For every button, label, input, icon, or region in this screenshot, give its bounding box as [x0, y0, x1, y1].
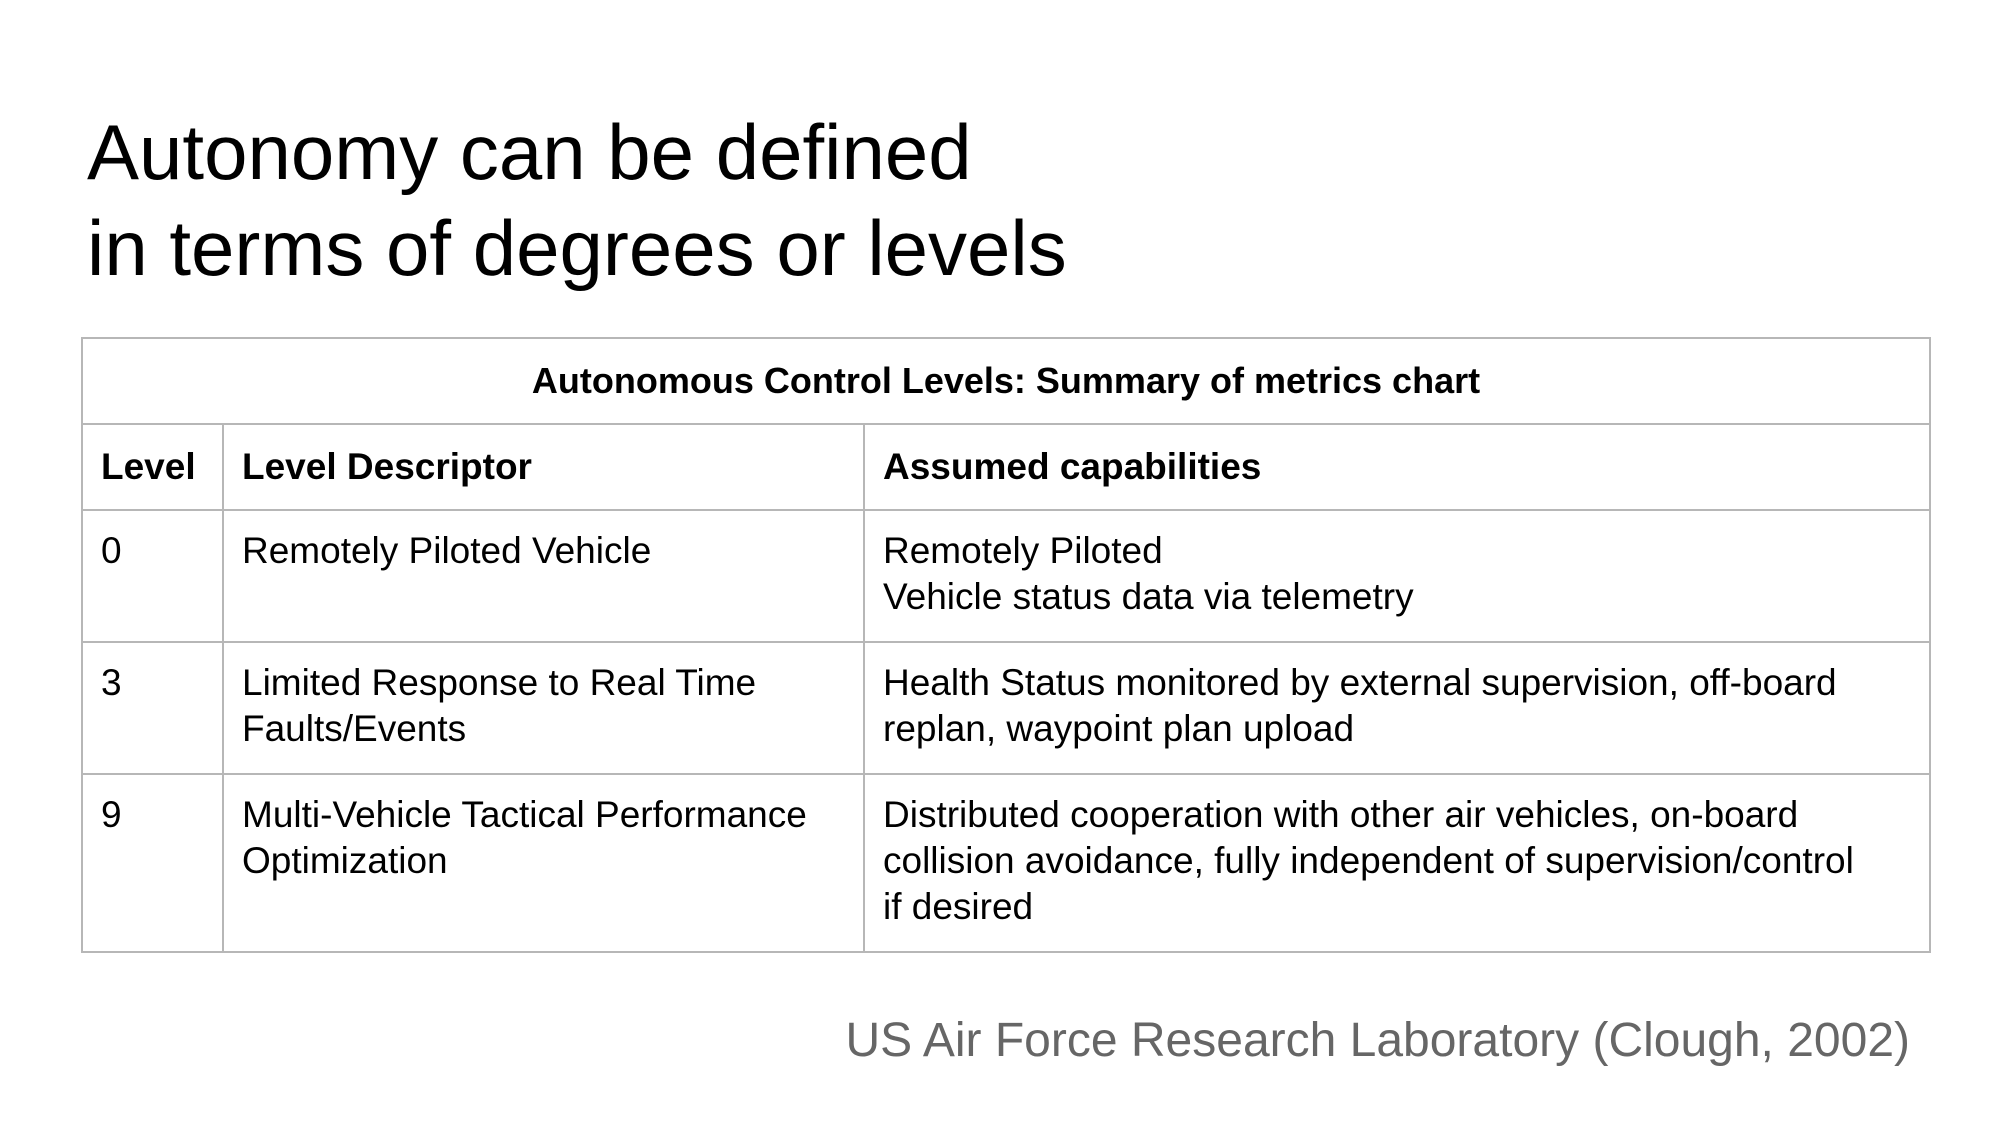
level-cell: 3 [81, 641, 224, 775]
capabilities-line: replan, waypoint plan upload [883, 708, 1355, 749]
column-header-capabilities: Assumed capabilities [862, 423, 1932, 511]
table-row: 3 Limited Response to Real Time Faults/E… [81, 641, 1932, 775]
descriptor-line: Optimization [242, 840, 448, 881]
level-cell: 9 [81, 773, 224, 953]
capabilities-cell: Health Status monitored by external supe… [862, 641, 1932, 775]
capabilities-line: Remotely Piloted [883, 530, 1163, 571]
table-row: 9 Multi-Vehicle Tactical Performance Opt… [81, 773, 1932, 953]
capabilities-line: Health Status monitored by external supe… [883, 662, 1837, 703]
slide-title: Autonomy can be defined in terms of degr… [87, 104, 1067, 296]
table-row: 0 Remotely Piloted Vehicle Remotely Pilo… [81, 509, 1932, 643]
capabilities-cell: Distributed cooperation with other air v… [862, 773, 1932, 953]
descriptor-cell: Multi-Vehicle Tactical Performance Optim… [222, 773, 865, 953]
table-caption-row: Autonomous Control Levels: Summary of me… [80, 337, 1932, 425]
descriptor-line: Multi-Vehicle Tactical Performance [242, 794, 807, 835]
slide-title-line-2: in terms of degrees or levels [87, 204, 1067, 292]
slide-title-line-1: Autonomy can be defined [87, 108, 972, 196]
capabilities-line: Vehicle status data via telemetry [883, 576, 1414, 617]
descriptor-line: Remotely Piloted Vehicle [242, 530, 652, 571]
descriptor-cell: Remotely Piloted Vehicle [222, 509, 865, 643]
autonomy-levels-table: Autonomous Control Levels: Summary of me… [80, 337, 1932, 953]
level-cell: 0 [81, 509, 224, 643]
descriptor-line: Limited Response to Real Time [242, 662, 757, 703]
descriptor-line: Faults/Events [242, 708, 467, 749]
table-header-row: Level Level Descriptor Assumed capabilit… [81, 423, 1932, 511]
table-caption: Autonomous Control Levels: Summary of me… [80, 337, 1932, 425]
source-citation: US Air Force Research Laboratory (Clough… [845, 1014, 1910, 1067]
column-header-level: Level [81, 423, 224, 511]
column-header-descriptor: Level Descriptor [222, 423, 865, 511]
capabilities-cell: Remotely Piloted Vehicle status data via… [862, 509, 1932, 643]
descriptor-cell: Limited Response to Real Time Faults/Eve… [222, 641, 865, 775]
capabilities-line: if desired [883, 886, 1034, 927]
capabilities-line: Distributed cooperation with other air v… [883, 794, 1799, 835]
capabilities-line: collision avoidance, fully independent o… [883, 840, 1854, 881]
